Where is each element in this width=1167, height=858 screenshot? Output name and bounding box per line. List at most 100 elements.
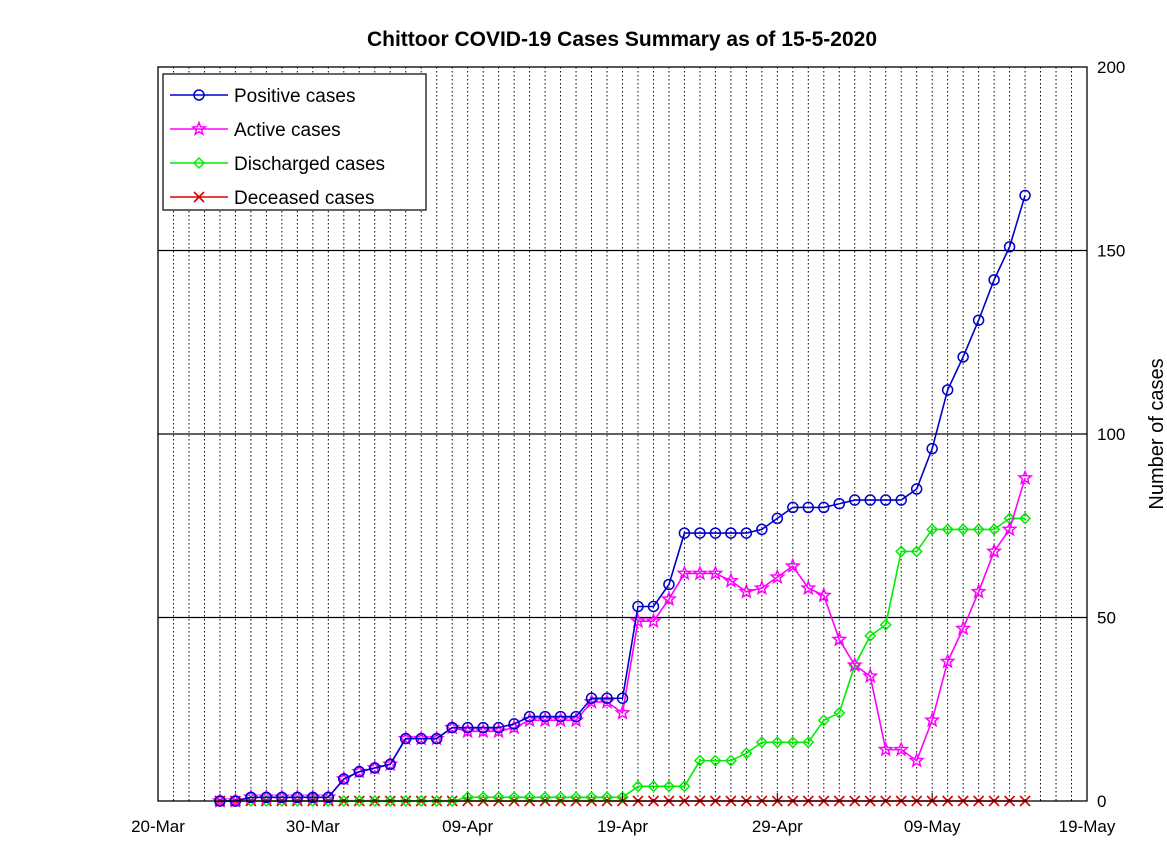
data-point-positive-cases [539,710,551,723]
data-point-active-cases [1016,469,1034,485]
data-point-positive-cases [523,710,536,723]
data-point-discharged-cases [337,794,350,808]
series-layer [211,189,1034,808]
data-point-positive-cases [972,314,985,326]
data-point-active-cases [738,583,755,599]
data-point-discharged-cases [631,780,645,793]
legend-item-active-cases: Active cases [170,120,341,141]
data-point-discharged-cases [647,780,660,793]
data-point-discharged-cases [709,754,722,767]
data-point-active-cases [877,741,894,757]
data-point-active-cases [846,656,863,673]
data-point-discharged-cases [508,791,521,804]
data-point-discharged-cases [492,791,505,804]
x-tick-label: 09-May [904,817,961,836]
data-point-positive-cases [322,791,335,804]
data-point-positive-cases [446,721,458,734]
data-point-discharged-cases [554,791,567,804]
data-point-active-cases [908,752,925,768]
data-point-discharged-cases [957,523,970,536]
data-point-positive-cases [353,765,366,778]
y-tick-label: 100 [1097,425,1125,444]
y-axis-label: Number of cases [1146,358,1167,509]
data-point-discharged-cases [415,794,428,808]
data-point-active-cases [629,612,647,629]
data-point-active-cases [954,619,972,636]
data-point-discharged-cases [616,791,629,804]
data-point-discharged-cases [802,736,815,749]
data-point-positive-cases [554,710,567,723]
data-point-discharged-cases [399,794,412,808]
data-point-positive-cases [849,494,861,506]
data-point-positive-cases [338,773,350,785]
data-point-positive-cases [787,501,799,514]
grid [158,67,1087,801]
x-tick-label: 30-Mar [286,817,340,836]
data-point-positive-cases [1003,241,1016,253]
x-tick-label: 09-Apr [442,817,493,836]
data-point-active-cases [753,579,770,596]
y-ticks: 0 50 100 150 200 [1079,58,1125,811]
legend-label: Deceased cases [234,188,374,209]
data-point-active-cases [831,630,848,647]
data-point-active-cases [784,557,801,574]
data-point-active-cases [707,564,724,581]
data-point-positive-cases [926,442,938,455]
data-point-discharged-cases [477,791,490,804]
x-tick-label: 29-Apr [752,817,803,836]
data-point-active-cases [676,564,693,581]
legend-marker [190,120,208,136]
data-point-discharged-cases [724,754,737,767]
data-point-positive-cases [570,710,582,723]
y-tick-label: 50 [1097,609,1116,628]
y-tick-label: 150 [1097,242,1125,261]
data-point-discharged-cases [523,791,536,804]
data-point-positive-cases [647,600,660,613]
legend-box [162,73,427,211]
data-point-positive-cases [895,494,907,506]
data-point-active-cases [985,542,1003,559]
x-ticks: 20-Mar 30-Mar 09-Apr 19-Apr 29-Apr 09-May 19-M… [131,793,1116,836]
data-point-positive-cases [818,501,830,514]
data-point-positive-cases [430,732,443,745]
data-point-positive-cases [461,721,474,734]
data-point-active-cases [939,652,956,669]
data-point-positive-cases [384,758,396,771]
data-point-positive-cases [678,527,691,539]
data-point-active-cases [645,612,662,629]
data-point-discharged-cases [879,618,892,631]
data-point-active-cases [722,572,740,588]
legend-items: Positive cases Active cases Discharged cas… [170,86,385,209]
data-point-positive-cases [369,762,381,774]
data-point-positive-cases [709,527,722,539]
data-point-active-cases [660,590,678,607]
data-point-active-cases [800,579,817,596]
data-point-positive-cases [307,791,319,804]
data-point-discharged-cases [446,794,459,808]
data-point-active-cases [924,711,941,728]
data-point-discharged-cases [895,545,908,558]
legend-label: Positive cases [234,86,355,107]
data-point-positive-cases [508,718,520,730]
data-point-active-cases [815,586,832,603]
data-point-positive-cases [740,527,753,539]
legend: Positive cases Active cases Discharged cas… [162,73,427,211]
data-point-discharged-cases [569,791,583,804]
data-point-discharged-cases [941,523,954,536]
data-point-discharged-cases [833,706,846,719]
data-point-discharged-cases [600,791,614,804]
data-point-positive-cases [988,274,1000,286]
data-point-discharged-cases [864,629,877,642]
data-point-positive-cases [802,501,815,514]
legend-marker [193,89,205,101]
data-point-discharged-cases [910,545,923,558]
data-point-positive-cases [245,791,257,804]
data-point-active-cases [614,704,631,720]
data-point-positive-cases [910,483,923,495]
series-discharged-cases [213,512,1032,808]
legend-marker [192,156,206,170]
data-point-positive-cases [601,692,613,704]
data-point-discharged-cases [384,794,397,808]
data-point-positive-cases [632,600,644,613]
